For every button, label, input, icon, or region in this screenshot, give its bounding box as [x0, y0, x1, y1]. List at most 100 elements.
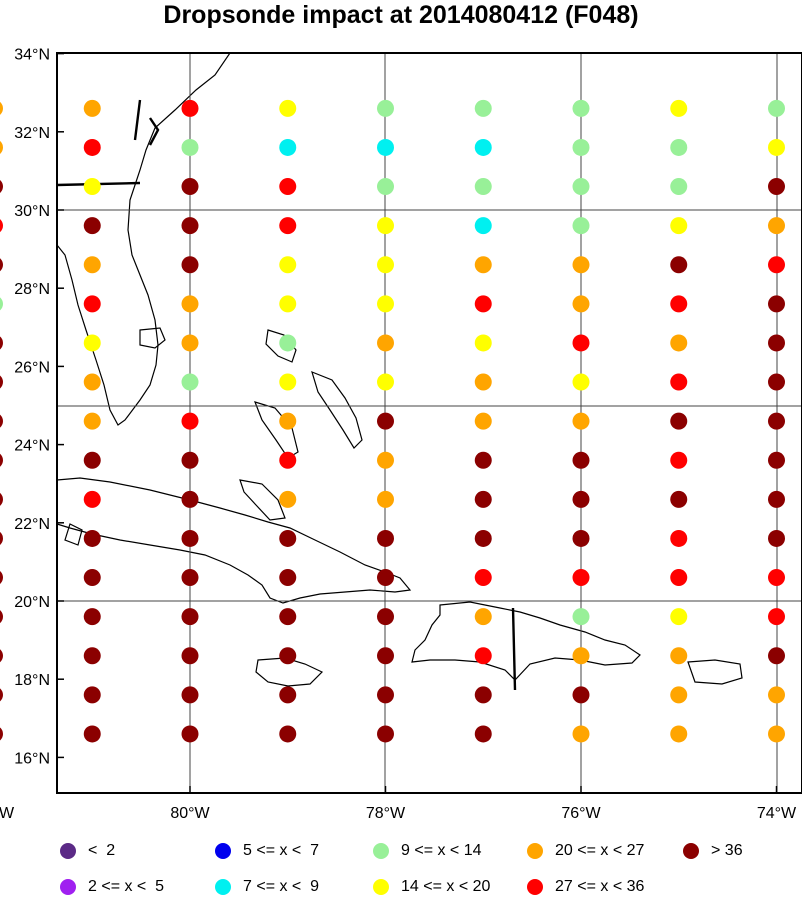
impact-dot: [474, 138, 492, 156]
impact-dot: [279, 295, 297, 313]
impact-dot: [279, 686, 297, 704]
impact-dot: [572, 569, 590, 587]
impact-dot: [0, 336, 3, 350]
impact-dot: [0, 375, 3, 389]
impact-dot: [572, 99, 590, 117]
longitude-label: 82°W: [0, 805, 15, 822]
impact-dot: [83, 490, 101, 508]
impact-dot: [377, 138, 394, 156]
impact-dot: [181, 295, 199, 313]
impact-dot: [181, 490, 199, 508]
latitude-label: 24°N: [14, 438, 50, 455]
impact-dot: [572, 256, 590, 274]
axis-ticks: [57, 52, 778, 793]
impact-dot: [83, 373, 101, 391]
impact-dot: [181, 178, 199, 196]
impact-dot: [768, 256, 785, 274]
map-title: Dropsonde impact at 2014080412 (F048): [163, 1, 639, 29]
impact-dot: [279, 529, 297, 547]
impact-dot: [474, 217, 492, 235]
impact-dot: [377, 569, 394, 587]
impact-dot: [377, 412, 394, 430]
impact-dot: [83, 686, 101, 704]
impact-dot: [181, 647, 199, 665]
impact-dot: [768, 373, 785, 391]
impact-dot: [181, 373, 199, 391]
latitude-label: 26°N: [14, 359, 50, 376]
impact-dot: [279, 451, 297, 469]
impact-dot: [377, 99, 394, 117]
impact-dot: [572, 529, 590, 547]
impact-dot: [83, 608, 101, 626]
impact-dots: [0, 99, 785, 743]
impact-dot: [474, 725, 492, 743]
impact-dot: [670, 490, 688, 508]
latitude-label: 18°N: [14, 672, 50, 689]
impact-dot: [572, 725, 590, 743]
impact-dot: [670, 295, 688, 313]
impact-dot: [572, 490, 590, 508]
longitude-label: 78°W: [366, 805, 406, 822]
impact-dot: [572, 217, 590, 235]
impact-dot: [670, 569, 688, 587]
impact-dot: [279, 256, 297, 274]
impact-dot: [181, 138, 199, 156]
impact-dot: [572, 178, 590, 196]
impact-dot: [670, 334, 688, 352]
impact-dot: [377, 725, 394, 743]
impact-dot: [83, 99, 101, 117]
impact-dot: [768, 412, 785, 430]
impact-dot: [377, 178, 394, 196]
impact-dot: [181, 608, 199, 626]
latitude-label: 28°N: [14, 281, 50, 298]
impact-dot: [279, 217, 297, 235]
impact-dot: [83, 256, 101, 274]
impact-dot: [474, 334, 492, 352]
impact-dot: [181, 451, 199, 469]
impact-dot: [670, 608, 688, 626]
impact-dot: [377, 451, 394, 469]
impact-dot: [474, 99, 492, 117]
impact-dot: [0, 140, 3, 154]
impact-dot: [83, 647, 101, 665]
impact-dot: [768, 138, 785, 156]
longitude-labels: 82°W80°W78°W76°W74°W72°W70°W68°W66°W: [0, 805, 797, 822]
longitude-label: 74°W: [757, 805, 797, 822]
impact-dot: [377, 647, 394, 665]
impact-dot: [474, 569, 492, 587]
impact-dot: [670, 647, 688, 665]
impact-dot: [0, 219, 3, 233]
impact-dot: [377, 490, 394, 508]
impact-dot: [474, 686, 492, 704]
impact-dot: [670, 217, 688, 235]
impact-dot: [474, 451, 492, 469]
impact-dot: [474, 178, 492, 196]
impact-dot: [0, 101, 3, 115]
impact-dot: [181, 334, 199, 352]
impact-dot: [279, 334, 297, 352]
impact-dot: [670, 256, 688, 274]
impact-dot: [0, 180, 3, 194]
latitude-label: 34°N: [14, 47, 50, 64]
impact-dot: [279, 569, 297, 587]
impact-dot: [474, 608, 492, 626]
latitude-label: 30°N: [14, 203, 50, 220]
impact-dot: [474, 412, 492, 430]
impact-dot: [377, 295, 394, 313]
impact-dot: [768, 217, 785, 235]
impact-dot: [0, 649, 3, 663]
impact-dot: [768, 647, 785, 665]
impact-dot: [768, 451, 785, 469]
impact-dot: [572, 647, 590, 665]
impact-dot: [768, 334, 785, 352]
impact-dot: [474, 373, 492, 391]
impact-dot: [670, 529, 688, 547]
impact-dot: [670, 99, 688, 117]
impact-dot: [572, 138, 590, 156]
impact-dot: [83, 569, 101, 587]
impact-dot: [0, 297, 3, 311]
impact-dot: [377, 529, 394, 547]
impact-dot: [670, 412, 688, 430]
impact-dot: [279, 490, 297, 508]
impact-dot: [670, 725, 688, 743]
